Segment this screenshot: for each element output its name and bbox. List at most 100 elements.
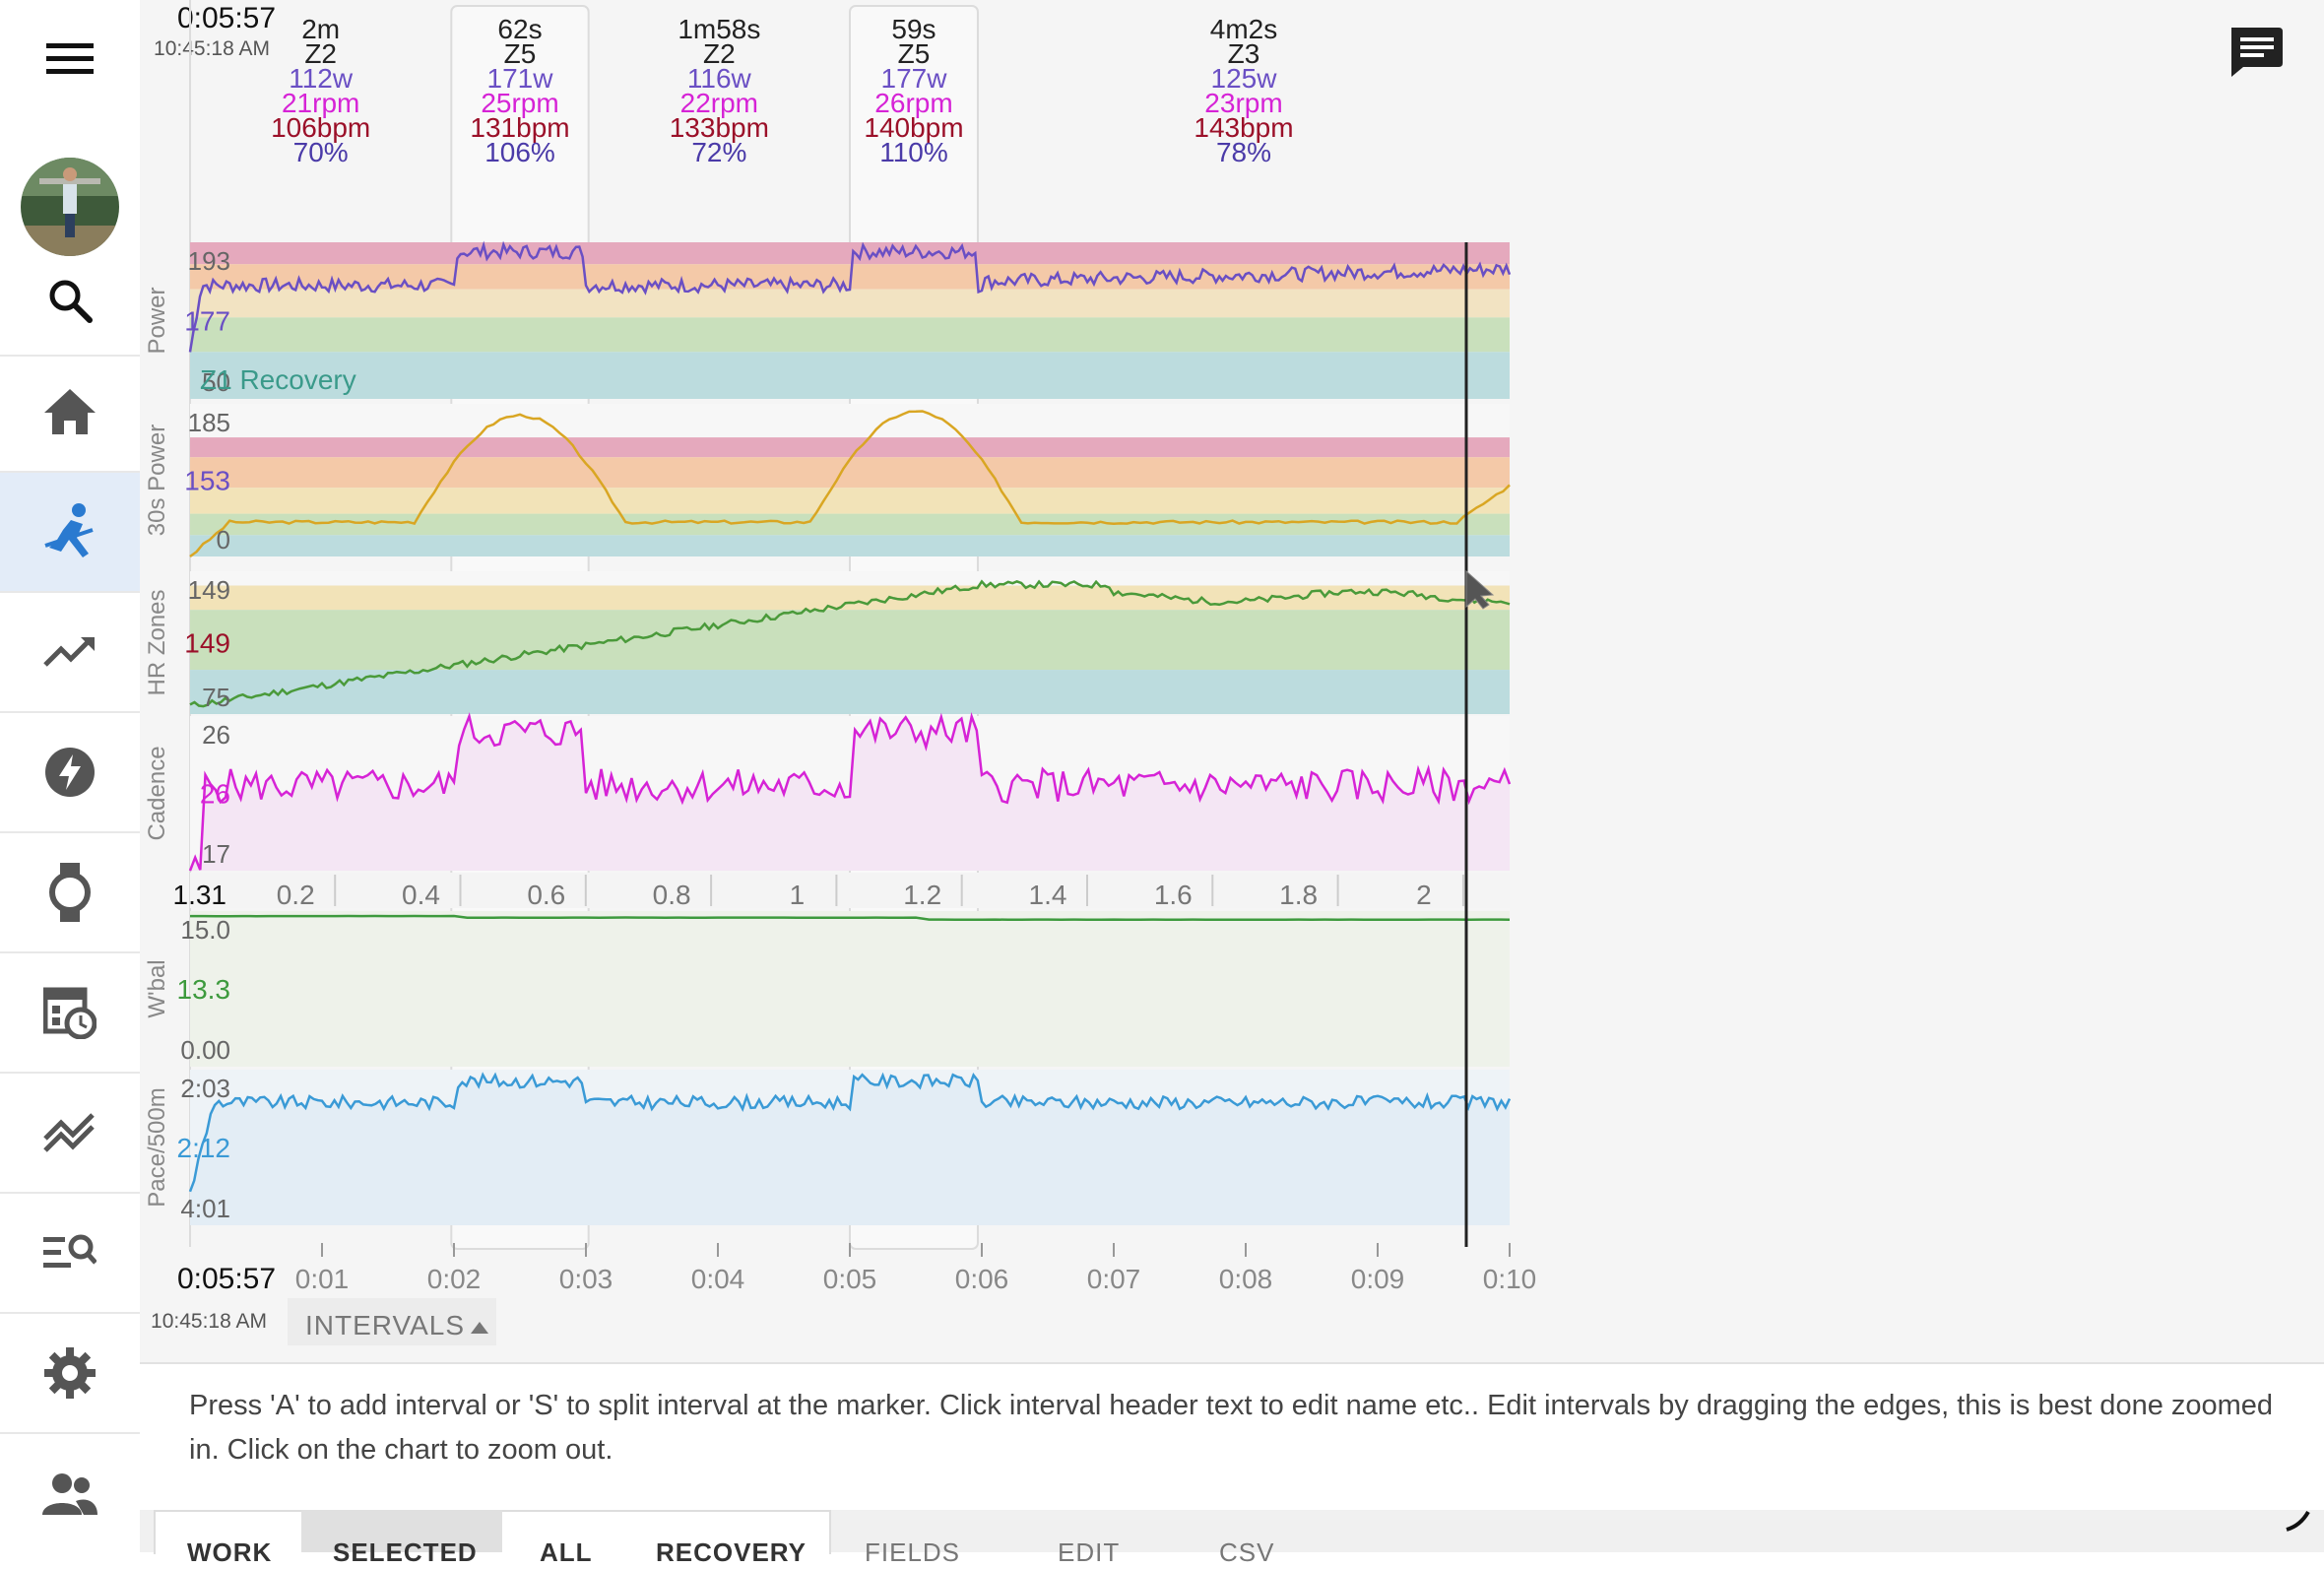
comment-button[interactable] — [2231, 28, 2283, 77]
axis-current-hr: 149 — [184, 628, 230, 659]
help-panel: Press 'A' to add interval or 'S' to spli… — [140, 1362, 2324, 1512]
interval-header-rpm[interactable]: 26rpm — [874, 88, 952, 118]
zone-band — [190, 670, 1510, 714]
interval-header-pct[interactable]: 70% — [293, 137, 349, 167]
distance-tick: 0.8 — [653, 880, 691, 910]
nav-calendar[interactable] — [0, 953, 140, 1074]
time-tick: 0:03 — [559, 1264, 613, 1294]
interval-header-pct[interactable]: 78% — [1216, 137, 1271, 167]
distance-tick: 1.6 — [1154, 880, 1193, 910]
zone-band — [190, 242, 1510, 265]
chart-canvas[interactable]: 0:05:57 10:45:18 AM 2mZ2112w21rpm106bpm7… — [140, 0, 2324, 1362]
interval-header-watts[interactable]: 177w — [881, 63, 948, 94]
interval-header-pct[interactable]: 72% — [691, 137, 746, 167]
axis-top-power30: 185 — [188, 408, 230, 437]
nav-home[interactable] — [0, 353, 140, 473]
distance-tick: 0.6 — [527, 880, 565, 910]
interval-header-bpm[interactable]: 131bpm — [470, 112, 569, 143]
distance-tick: 0.2 — [277, 880, 315, 910]
nav-settings[interactable] — [0, 1314, 140, 1434]
distance-current: 1.31 — [173, 880, 227, 910]
axis-current-wbal: 13.3 — [177, 974, 231, 1005]
tab-csv[interactable]: CSV — [1219, 1537, 1275, 1567]
interval-header-rpm[interactable]: 25rpm — [481, 88, 558, 118]
interval-header-zone[interactable]: Z5 — [504, 38, 537, 69]
interval-header-rpm[interactable]: 21rpm — [282, 88, 359, 118]
intervals-toggle-label: INTERVALS — [305, 1310, 465, 1340]
interval-header-rpm[interactable]: 22rpm — [680, 88, 758, 118]
series-line-cadence[interactable] — [188, 712, 1512, 872]
time-clock: 10:45:18 AM — [151, 1310, 267, 1333]
interval-header-bpm[interactable]: 143bpm — [1194, 112, 1293, 143]
tab-fields[interactable]: FIELDS — [865, 1537, 961, 1567]
axis-bottom-power30: 0 — [217, 525, 230, 555]
interval-header-duration[interactable]: 4m2s — [1210, 14, 1277, 44]
interval-header-bpm[interactable]: 140bpm — [864, 112, 963, 143]
search-button[interactable] — [0, 246, 140, 357]
nav-power[interactable] — [0, 713, 140, 833]
interval-header-watts[interactable]: 125w — [1211, 63, 1278, 94]
home-icon — [44, 389, 96, 434]
sidebar — [0, 0, 142, 1552]
avatar[interactable] — [0, 148, 140, 266]
tab-recovery[interactable]: RECOVERY — [656, 1537, 807, 1567]
interval-header-watts[interactable]: 112w — [289, 63, 354, 94]
panel-bg-wbal — [190, 911, 1510, 1067]
series-line-power30[interactable] — [189, 410, 1511, 558]
calendar-clock-icon — [43, 987, 97, 1039]
interval-header-rpm[interactable]: 23rpm — [1204, 88, 1282, 118]
axis-top-hr: 149 — [188, 575, 230, 605]
menu-button[interactable] — [0, 0, 140, 118]
series-line-pace[interactable] — [188, 1072, 1512, 1193]
interval-header-duration[interactable]: 2m — [301, 14, 340, 44]
interval-header-pct[interactable]: 110% — [879, 137, 948, 167]
interval-header-bpm[interactable]: 106bpm — [271, 112, 370, 143]
interval-header-watts[interactable]: 116w — [687, 63, 752, 94]
interval-header-zone[interactable]: Z5 — [898, 38, 931, 69]
resize-handle-icon[interactable] — [2285, 1508, 2314, 1532]
nav-watch[interactable] — [0, 833, 140, 953]
axis-bottom-hr: 75 — [202, 683, 230, 712]
series-fill-cadence — [190, 716, 1510, 871]
nav-people[interactable] — [0, 1434, 140, 1552]
nav-search-list[interactable] — [0, 1194, 140, 1314]
series-line-power[interactable] — [188, 240, 1512, 353]
intervals-toggle[interactable]: INTERVALS — [288, 1298, 496, 1345]
interval-header-duration[interactable]: 1m58s — [678, 14, 760, 44]
panel-label-power: Power — [144, 287, 170, 354]
interval-header-bpm[interactable]: 133bpm — [670, 112, 769, 143]
interval-header-watts[interactable]: 171w — [487, 63, 554, 94]
zone-band — [190, 513, 1510, 536]
trending-up-icon — [43, 637, 95, 667]
lightning-icon — [45, 748, 95, 797]
interval-header-duration[interactable]: 59s — [891, 14, 936, 44]
interval-header-duration[interactable]: 62s — [497, 14, 542, 44]
zone-band — [190, 488, 1510, 514]
interval-header-zone[interactable]: Z2 — [304, 38, 337, 69]
nav-compare[interactable] — [0, 1074, 140, 1194]
tab-selected[interactable]: SELECTED — [333, 1537, 478, 1567]
interval-header-pct[interactable]: 106% — [484, 137, 555, 167]
series-line-hr[interactable] — [189, 579, 1511, 708]
nav-activity[interactable] — [0, 473, 140, 593]
zone-band — [190, 585, 1510, 611]
zone-band — [190, 457, 1510, 489]
gear-icon — [44, 1347, 96, 1399]
distance-tick: 1.4 — [1029, 880, 1067, 910]
tab-work[interactable]: WORK — [187, 1537, 273, 1567]
distance-tick: 1.2 — [903, 880, 941, 910]
tab-edit[interactable]: EDIT — [1058, 1537, 1121, 1567]
series-line-wbal[interactable] — [190, 914, 1511, 922]
zone-band — [190, 289, 1510, 318]
main-content: 0:05:57 10:45:18 AM 2m Z2 112w 21rpm 106bpm 7… — [140, 0, 2324, 1567]
activity-chart[interactable]: 0:05:57 10:45:18 AM 2m Z2 112w 21rpm 106bpm 7… — [140, 0, 2324, 1362]
tab-all[interactable]: ALL — [540, 1537, 593, 1567]
distance-tick: 2 — [1416, 880, 1432, 910]
axis-top-wbal: 15.0 — [180, 915, 230, 945]
interval-header-zone[interactable]: Z3 — [1228, 38, 1260, 69]
time-current: 0:05:57 — [177, 1263, 276, 1295]
panel-label-pace: Pace/500m — [144, 1087, 170, 1207]
nav-fitness[interactable] — [0, 593, 140, 713]
interval-header-zone[interactable]: Z2 — [703, 38, 736, 69]
distance-axis-bg — [190, 873, 1510, 908]
